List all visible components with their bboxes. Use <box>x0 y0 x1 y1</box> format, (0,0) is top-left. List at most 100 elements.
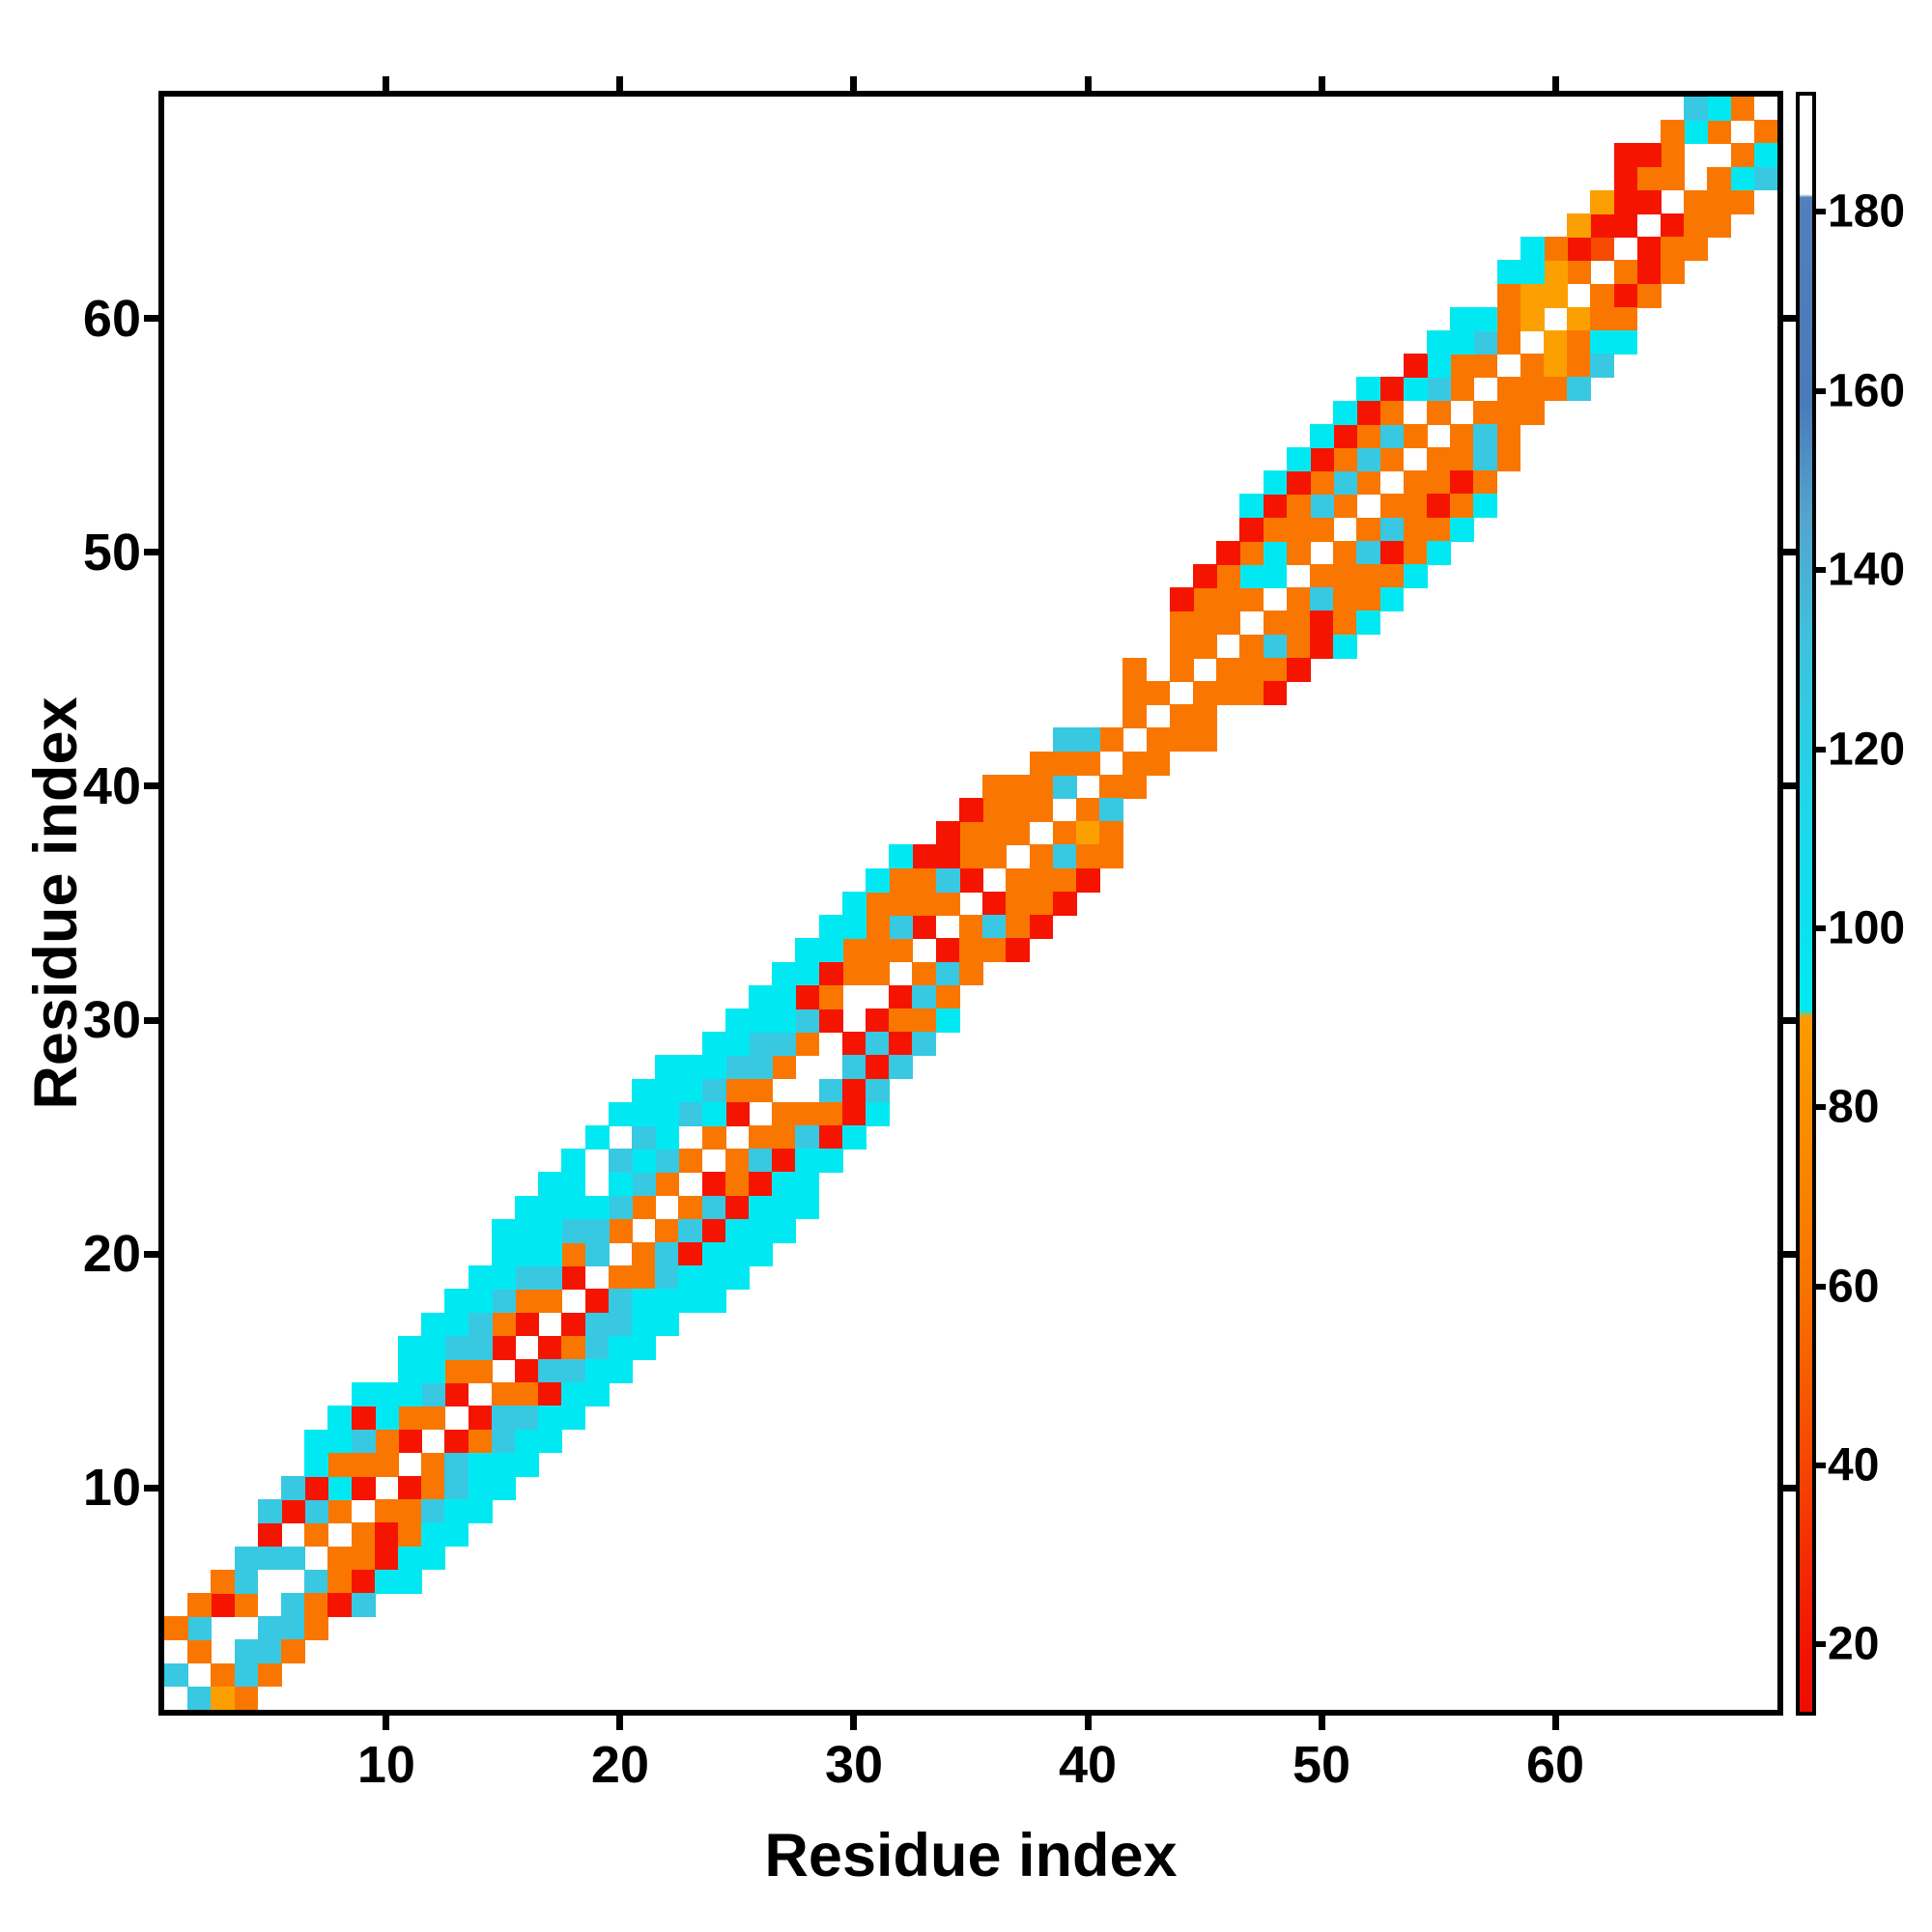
heatmap-cell <box>1099 798 1123 822</box>
heatmap-cell <box>421 1406 446 1431</box>
heatmap-cell <box>304 1569 329 1594</box>
heatmap-cell <box>655 1312 680 1337</box>
heatmap-cell <box>655 1078 680 1103</box>
x-tick-top <box>850 76 858 91</box>
heatmap-cell <box>304 1429 329 1454</box>
heatmap-cell <box>1263 517 1288 542</box>
heatmap-cell <box>841 961 867 986</box>
heatmap-cell <box>257 1522 282 1548</box>
heatmap-cell <box>1146 681 1171 705</box>
heatmap-cell <box>889 867 914 893</box>
heatmap-cell <box>1309 634 1334 659</box>
colorbar-tick <box>1816 1463 1826 1469</box>
heatmap-cell <box>1636 143 1662 168</box>
heatmap-cell <box>608 1312 633 1337</box>
heatmap-cell <box>1426 377 1451 402</box>
heatmap-cell <box>1333 470 1358 496</box>
heatmap-cell <box>1309 494 1334 519</box>
heatmap-cell <box>982 891 1007 916</box>
heatmap-cell <box>1684 237 1709 262</box>
heatmap-cell <box>749 1172 773 1197</box>
heatmap-cell <box>1356 564 1381 588</box>
heatmap-cell <box>1169 704 1194 729</box>
heatmap-cell <box>1567 354 1592 379</box>
heatmap-cell <box>724 1218 750 1243</box>
heatmap-cell <box>1309 611 1334 636</box>
heatmap-cell <box>1192 611 1217 636</box>
heatmap-cell <box>491 1241 516 1266</box>
heatmap-cell <box>1450 470 1475 496</box>
heatmap-cell <box>1567 237 1592 262</box>
heatmap-cell <box>958 938 983 963</box>
y-tick-label: 30 <box>82 991 141 1049</box>
heatmap-cell <box>818 1124 843 1150</box>
heatmap-cell <box>1684 97 1709 121</box>
heatmap-cell <box>1496 423 1521 448</box>
heatmap-cell <box>1286 587 1311 612</box>
heatmap-cell <box>608 1195 633 1220</box>
heatmap-cell <box>935 1008 960 1033</box>
heatmap-cell <box>632 1289 656 1314</box>
heatmap-cell <box>538 1172 563 1197</box>
heatmap-cell <box>889 984 914 1009</box>
heatmap-cell <box>866 1008 890 1033</box>
heatmap-cell <box>795 1008 820 1033</box>
heatmap-cell <box>1496 447 1521 471</box>
heatmap-cell <box>561 1172 586 1197</box>
heatmap-cell <box>1684 120 1709 145</box>
heatmap-cell <box>935 844 960 869</box>
heatmap-cell <box>1660 237 1685 262</box>
heatmap-cell <box>444 1289 469 1314</box>
heatmap-cell <box>1122 657 1148 682</box>
heatmap-cell <box>1239 494 1264 519</box>
heatmap-cell <box>1520 283 1545 308</box>
heatmap-cell <box>935 961 960 986</box>
heatmap-cell <box>1286 657 1311 682</box>
heatmap-cell <box>304 1499 329 1524</box>
heatmap-cell <box>678 1149 703 1174</box>
heatmap-cell <box>1169 611 1194 636</box>
heatmap-cell <box>374 1546 399 1571</box>
heatmap-cell <box>655 1149 680 1174</box>
heatmap-cell <box>561 1265 586 1291</box>
heatmap-cell <box>1099 774 1123 799</box>
heatmap-cell <box>935 867 960 893</box>
heatmap-cell <box>772 1008 797 1033</box>
x-tick-label: 50 <box>1292 1736 1351 1794</box>
heatmap-cell <box>1590 283 1615 308</box>
colorbar-tick <box>1816 746 1826 753</box>
heatmap-cell <box>257 1639 282 1664</box>
heatmap-cell <box>912 1032 937 1056</box>
heatmap-cell <box>1450 306 1475 331</box>
heatmap-cell <box>515 1265 539 1291</box>
heatmap-cell <box>608 1358 633 1383</box>
heatmap-cell <box>889 891 914 916</box>
heatmap-cell <box>1450 517 1475 542</box>
heatmap-cell <box>1216 564 1241 588</box>
heatmap-cell <box>1286 447 1311 471</box>
heatmap-cell <box>398 1406 422 1431</box>
heatmap-cell <box>281 1499 305 1524</box>
heatmap-cell <box>678 1218 703 1243</box>
heatmap-cell <box>1006 915 1031 939</box>
heatmap-cell <box>1006 798 1031 822</box>
heatmap-cell <box>1543 260 1568 285</box>
x-tick-label: 10 <box>356 1736 415 1794</box>
heatmap-cell <box>164 1616 188 1641</box>
heatmap-cell <box>608 1218 633 1243</box>
y-tick-right <box>1783 782 1798 790</box>
heatmap-cell <box>1216 587 1241 612</box>
heatmap-cell <box>1216 681 1241 705</box>
heatmap-cell <box>1333 611 1358 636</box>
heatmap-cell <box>444 1358 469 1383</box>
heatmap-cell <box>1660 213 1685 238</box>
heatmap-cell <box>234 1546 259 1571</box>
heatmap-cell <box>1613 283 1638 308</box>
x-tick-bottom <box>616 1716 624 1730</box>
heatmap-cell <box>1450 447 1475 471</box>
colorbar-tick <box>1816 1104 1826 1111</box>
heatmap-cell <box>1520 377 1545 402</box>
heatmap-cell <box>749 1149 773 1174</box>
heatmap-cell <box>398 1546 422 1571</box>
heatmap-cell <box>1029 751 1054 776</box>
